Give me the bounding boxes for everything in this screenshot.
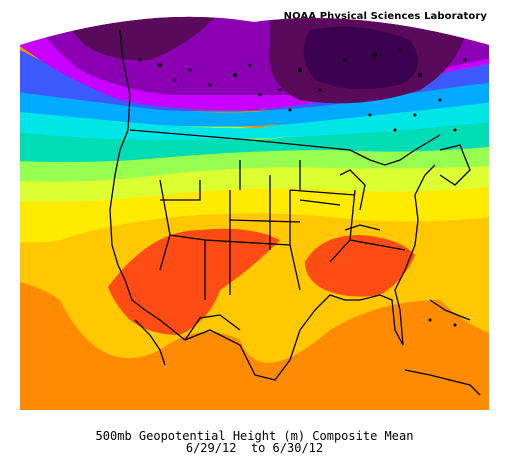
caption-date-text: 6/29/12 to 6/30/12 bbox=[185, 441, 324, 455]
caption-title: 500mb Geopotential Height (m) Composite … bbox=[95, 429, 414, 443]
caption-date-range: 6/29/12 to 6/30/12 bbox=[0, 442, 509, 454]
credit-label: NOAA Physical Sciences Laboratory bbox=[283, 11, 487, 22]
coastlines-and-borders bbox=[109, 29, 481, 396]
island-and-lake-speckles bbox=[138, 48, 467, 327]
